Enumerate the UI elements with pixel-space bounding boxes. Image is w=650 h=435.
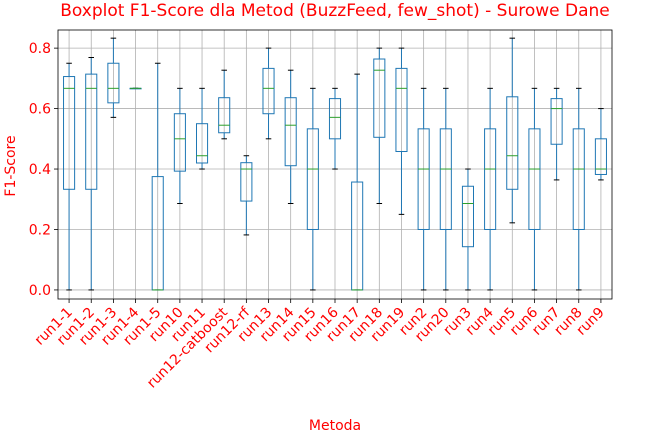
box-run6 bbox=[528, 87, 541, 291]
box-run3 bbox=[461, 168, 475, 291]
box-run15 bbox=[306, 87, 319, 291]
y-tick-label: 0.6 bbox=[29, 102, 51, 118]
x-axis: run1-1run1-2run1-3run1-4run1-5run10run11… bbox=[32, 299, 608, 391]
y-tick-label: 0.4 bbox=[29, 162, 51, 178]
box-run1-4 bbox=[129, 87, 142, 90]
box-run9 bbox=[594, 108, 607, 181]
box-run7 bbox=[550, 87, 563, 181]
box-run1-5 bbox=[151, 62, 164, 291]
box-run10 bbox=[173, 87, 186, 204]
y-axis-title: F1-Score bbox=[3, 135, 19, 196]
iqr-box bbox=[284, 97, 297, 167]
box-run1-2 bbox=[85, 57, 98, 291]
box-run8 bbox=[572, 87, 585, 291]
iqr-box bbox=[196, 123, 209, 164]
iqr-box bbox=[173, 113, 186, 172]
box-run5 bbox=[506, 37, 519, 224]
box-run1-3 bbox=[107, 37, 120, 118]
box-run19 bbox=[395, 47, 408, 215]
iqr-box bbox=[594, 138, 607, 175]
box-run13 bbox=[262, 47, 275, 140]
y-axis: 0.0 0.2 0.4 0.6 0.8 bbox=[29, 41, 58, 299]
y-tick-label: 0.8 bbox=[29, 41, 51, 57]
iqr-box bbox=[306, 128, 319, 230]
box-run12-rf bbox=[240, 155, 253, 236]
iqr-box bbox=[63, 76, 76, 190]
iqr-box bbox=[439, 128, 452, 230]
box-run17 bbox=[351, 73, 364, 291]
iqr-box bbox=[550, 98, 563, 145]
iqr-box bbox=[218, 97, 231, 134]
iqr-box bbox=[484, 128, 497, 230]
box-run20 bbox=[439, 87, 452, 291]
box-run16 bbox=[328, 87, 342, 170]
iqr-box bbox=[572, 128, 585, 230]
y-tick-label: 0.2 bbox=[29, 222, 51, 238]
box-run2 bbox=[417, 87, 430, 291]
iqr-box bbox=[506, 96, 519, 190]
iqr-box bbox=[107, 62, 120, 104]
boxes-layer bbox=[63, 37, 607, 291]
iqr-box bbox=[395, 67, 408, 153]
iqr-box bbox=[262, 67, 275, 115]
box-run11 bbox=[196, 87, 209, 170]
chart-title: Boxplot F1-Score dla Metod (BuzzFeed, fe… bbox=[60, 1, 610, 21]
iqr-box bbox=[240, 162, 253, 202]
iqr-box bbox=[528, 128, 541, 230]
iqr-box bbox=[461, 185, 475, 248]
y-tick-label: 0.0 bbox=[29, 283, 51, 299]
iqr-box bbox=[373, 58, 386, 138]
iqr-box bbox=[328, 98, 342, 140]
box-run1-1 bbox=[63, 62, 76, 291]
box-run18 bbox=[373, 47, 386, 204]
box-run14 bbox=[284, 69, 297, 204]
x-axis-title: Metoda bbox=[309, 418, 361, 434]
iqr-box bbox=[85, 73, 98, 190]
iqr-box bbox=[417, 128, 430, 230]
box-run4 bbox=[484, 87, 497, 291]
box-run12-catboost bbox=[218, 69, 231, 140]
